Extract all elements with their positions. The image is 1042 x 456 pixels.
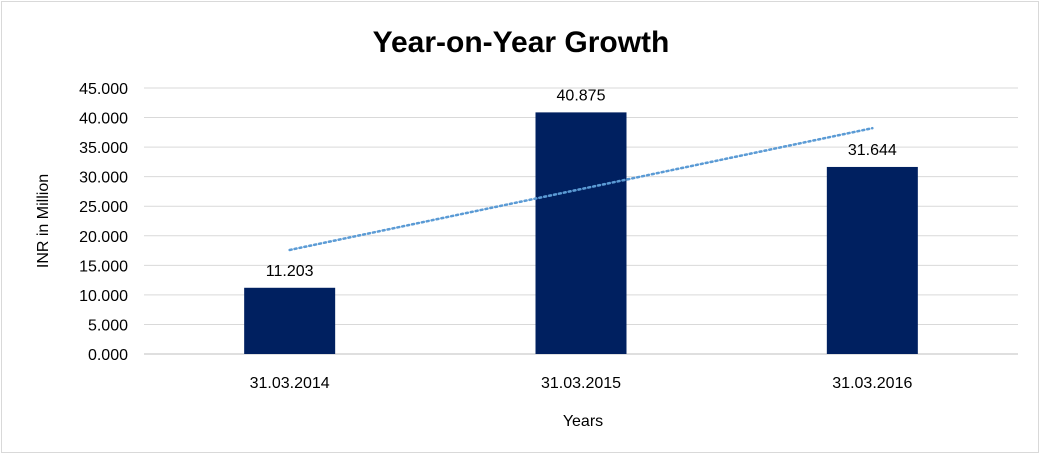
y-tick-label: 20.000 [79, 229, 128, 246]
data-label: 31.644 [848, 142, 897, 159]
y-tick-label: 45.000 [79, 81, 128, 98]
x-tick-label: 31.03.2016 [832, 375, 912, 392]
y-tick-label: 10.000 [79, 288, 128, 305]
y-tick-label: 40.000 [79, 111, 128, 128]
y-tick-label: 25.000 [79, 199, 128, 216]
x-tick-label: 31.03.2014 [250, 375, 330, 392]
y-tick-label: 5.000 [88, 317, 128, 334]
trendline-line [288, 126, 874, 252]
trendline [288, 126, 874, 252]
bar [244, 287, 336, 354]
data-label: 11.203 [266, 263, 314, 280]
bar [535, 112, 627, 354]
bars [244, 112, 918, 354]
data-label: 40.875 [557, 87, 606, 104]
y-tick-label: 0.000 [88, 347, 128, 364]
x-tick-label: 31.03.2015 [541, 375, 621, 392]
bar [826, 166, 918, 354]
y-tick-label: 35.000 [79, 140, 128, 157]
chart-title: Year-on-Year Growth [373, 26, 670, 59]
x-axis-title: Years [563, 413, 603, 430]
y-tick-label: 30.000 [79, 170, 128, 187]
data-labels: 11.203 40.875 31.644 [266, 87, 897, 279]
y-axis-title: INR in Million [35, 174, 52, 268]
y-axis-ticks: 0.000 5.000 10.000 15.000 20.000 25.000 30.000… [79, 81, 128, 364]
y-tick-label: 15.000 [79, 258, 128, 275]
x-axis-ticks: 31.03.2014 31.03.2015 31.03.2016 [250, 375, 913, 392]
